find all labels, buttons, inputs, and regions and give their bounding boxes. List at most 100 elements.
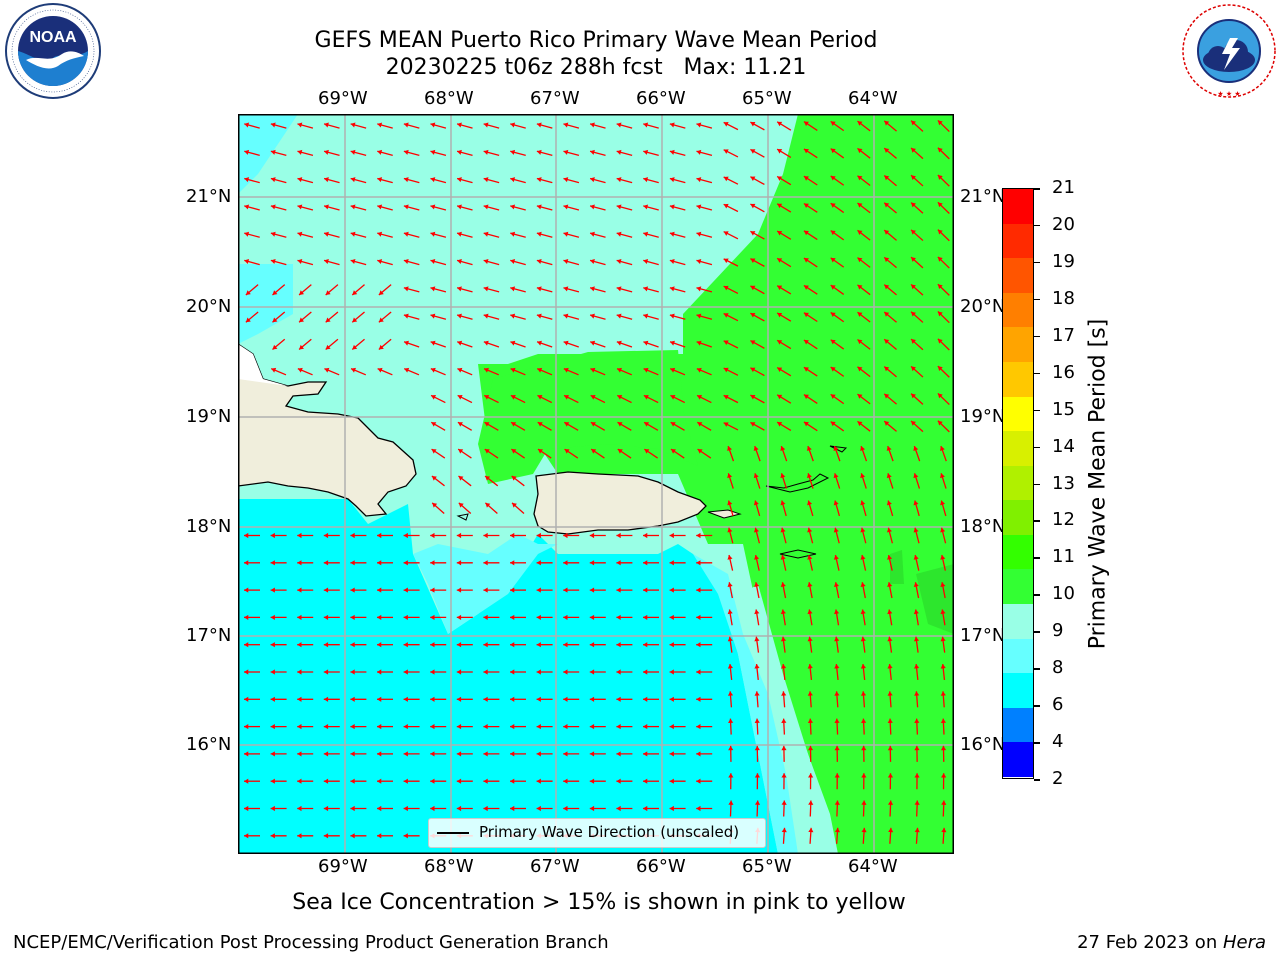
wave-direction-arrow: [727, 554, 734, 571]
wave-direction-arrow: [563, 614, 580, 620]
colorbar-segment: [1003, 569, 1033, 605]
wave-direction-arrow: [861, 800, 867, 817]
wave-direction-arrow: [696, 724, 713, 730]
wave-direction-arrow: [244, 833, 260, 839]
wave-direction-arrow: [537, 394, 553, 404]
wave-direction-arrow: [728, 800, 734, 817]
wave-direction-arrow: [297, 231, 314, 238]
wave-direction-arrow: [350, 696, 367, 702]
colorbar-tick-label: 15: [1052, 398, 1075, 420]
wave-direction-arrow: [776, 257, 792, 268]
wave-direction-arrow: [403, 724, 420, 730]
lon-label-top-69w: 69°W: [318, 88, 368, 109]
wave-direction-arrow: [456, 751, 473, 757]
colorbar-tick-mark: [1034, 742, 1040, 744]
wave-direction-arrow: [510, 751, 526, 757]
colorbar-tick-mark: [1034, 298, 1040, 301]
wave-direction-arrow: [670, 394, 686, 404]
wave-direction-arrow: [457, 394, 473, 404]
wave-direction-arrow: [430, 614, 447, 620]
wave-direction-arrow: [589, 532, 606, 539]
wave-direction-arrow: [780, 636, 787, 653]
wave-direction-arrow: [589, 805, 606, 812]
wave-direction-arrow: [297, 669, 314, 675]
wave-direction-arrow: [780, 609, 786, 626]
wave-direction-arrow: [244, 177, 260, 184]
wave-direction-arrow: [780, 527, 787, 544]
lat-label-left-21n: 21°N: [186, 186, 232, 207]
colorbar-segment: [1003, 223, 1033, 259]
wave-direction-arrow: [563, 204, 580, 211]
wave-direction-arrow: [590, 421, 606, 431]
wave-direction-arrow: [323, 149, 340, 156]
wave-direction-arrow: [483, 122, 500, 129]
colorbar-tick-mark: [1034, 594, 1040, 596]
wave-direction-arrow: [483, 367, 500, 376]
colorbar-tick-mark: [1034, 188, 1040, 190]
wave-direction-arrow: [669, 642, 686, 648]
colorbar-tick-label: 6: [1052, 694, 1064, 716]
wave-direction-arrow: [857, 284, 871, 296]
wave-direction-arrow: [244, 724, 260, 730]
wave-direction-arrow: [937, 392, 950, 406]
wave-direction-arrow: [643, 669, 659, 675]
wave-direction-arrow: [456, 177, 473, 184]
wave-direction-arrow: [563, 724, 580, 730]
colorbar-tick-mark: [1034, 631, 1040, 633]
wave-direction-arrow: [669, 805, 686, 812]
wave-direction-arrow: [403, 560, 420, 566]
wave-direction-arrow: [589, 313, 606, 320]
wave-direction-arrow: [913, 554, 920, 571]
wave-direction-arrow: [536, 149, 553, 156]
wave-direction-arrow: [913, 582, 920, 599]
svg-text:NOAA: NOAA: [29, 29, 77, 46]
wave-direction-arrow: [483, 177, 500, 184]
wave-direction-arrow: [589, 724, 606, 730]
wave-direction-arrow: [833, 554, 840, 571]
wave-direction-arrow: [803, 121, 818, 131]
wave-direction-arrow: [723, 394, 739, 404]
wave-direction-arrow: [808, 773, 814, 790]
colorbar-segment: [1003, 292, 1033, 328]
wave-direction-arrow: [616, 642, 633, 648]
wave-direction-arrow: [803, 312, 818, 323]
wave-direction-arrow: [563, 669, 580, 675]
wave-direction-arrow: [484, 448, 499, 459]
wave-direction-arrow: [457, 367, 473, 376]
wave-direction-arrow: [510, 805, 526, 812]
wave-direction-arrow: [377, 149, 393, 156]
wave-direction-arrow: [940, 554, 947, 571]
wave-direction-arrow: [403, 696, 420, 702]
wave-direction-arrow: [350, 751, 367, 757]
wave-direction-arrow: [430, 751, 447, 757]
wave-direction-arrow: [750, 367, 765, 377]
wave-direction-arrow: [537, 448, 552, 459]
wave-direction-arrow: [857, 393, 871, 405]
wave-direction-arrow: [298, 311, 312, 323]
wave-direction-arrow: [750, 121, 765, 131]
wave-direction-arrow: [430, 696, 447, 702]
wave-direction-arrow: [350, 532, 367, 539]
wave-direction-arrow: [589, 231, 606, 238]
wave-direction-arrow: [510, 669, 526, 675]
wave-direction-arrow: [403, 614, 420, 620]
wave-direction-arrow: [563, 587, 580, 593]
wave-direction-arrow: [669, 751, 686, 757]
wave-direction-arrow: [323, 751, 340, 757]
wave-direction-arrow: [910, 229, 924, 242]
wave-direction-arrow: [350, 778, 367, 784]
wave-direction-arrow: [350, 642, 367, 648]
wave-direction-arrow: [403, 231, 420, 238]
sea-ice-note-text: Sea Ice Concentration > 15% is shown in …: [292, 890, 906, 915]
wave-direction-arrow: [834, 691, 840, 708]
lon-label-bottom-68w: 68°W: [424, 856, 474, 877]
field-6-8s: [238, 499, 778, 854]
wave-direction-arrow: [270, 751, 287, 757]
wave-direction-arrow: [590, 367, 606, 376]
wave-direction-arrow: [776, 312, 792, 322]
colorbar-segment: [1003, 500, 1033, 536]
wave-direction-arrow: [669, 313, 686, 320]
wave-direction-arrow: [883, 202, 897, 214]
field-11-12s: [916, 564, 954, 634]
field-8s-west-edge2: [238, 264, 293, 344]
